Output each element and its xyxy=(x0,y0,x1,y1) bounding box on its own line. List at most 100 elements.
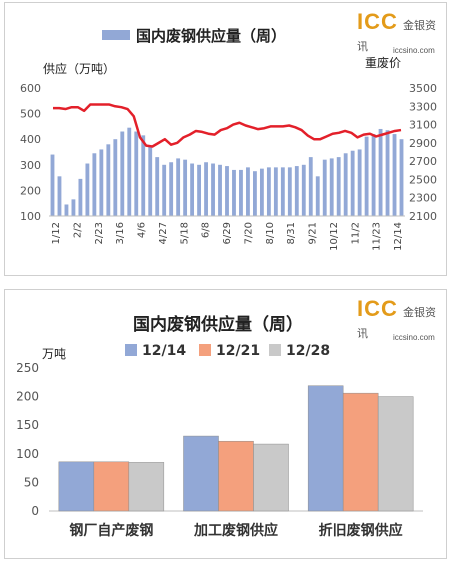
supply-price-chart-panel: ICC 金银资讯 iccsino.com 国内废钢供应量（周） 供应（万吨） 重废价… xyxy=(4,2,447,276)
supply-bar xyxy=(113,139,118,216)
y-tick-label: 50 xyxy=(24,475,39,489)
supply-bar xyxy=(385,130,390,216)
supply-bar xyxy=(204,162,208,216)
supply-bar xyxy=(259,168,264,216)
x-tick-label: 11/2 xyxy=(350,222,361,244)
supply-bar xyxy=(315,176,320,216)
supply-price-chart: 国内废钢供应量（周） 供应（万吨） 重废价 100 200 300 400 500 600 210… xyxy=(20,27,437,251)
supply-bar xyxy=(364,136,369,216)
supply-bar xyxy=(78,178,83,216)
legend-label: 12/28 xyxy=(286,343,330,359)
x-tick-label: 2/23 xyxy=(94,222,105,244)
logo-brand-2: ICC xyxy=(357,296,398,321)
chart-title: 国内废钢供应量（周） xyxy=(133,314,303,335)
category-bar xyxy=(93,461,130,512)
legend-swatch xyxy=(125,344,137,356)
supply-bar xyxy=(280,167,285,216)
logo-cn-2: 金银资讯 xyxy=(357,306,436,340)
supply-bar xyxy=(197,164,201,216)
supply-bar xyxy=(350,150,355,216)
supply-bar xyxy=(211,163,215,216)
supply-bar xyxy=(127,127,132,216)
category-bar xyxy=(377,396,414,512)
supply-bar xyxy=(294,166,299,216)
legend-label: 12/14 xyxy=(142,343,186,359)
legend-swatch xyxy=(102,30,130,40)
category-bar xyxy=(307,385,344,512)
left-tick-label: 400 xyxy=(20,133,41,146)
left-axis-title: 供应（万吨） xyxy=(43,61,115,76)
legend-swatch xyxy=(199,344,211,356)
supply-breakdown-chart-panel: ICC 金银资讯 iccsino.com 国内废钢供应量（周） 12/14 12/2… xyxy=(4,289,447,559)
y-tick-label: 100 xyxy=(16,447,39,461)
y-tick-label: 150 xyxy=(16,418,39,432)
y-tick-label: 0 xyxy=(31,504,39,518)
category-label: 折旧废钢供应 xyxy=(319,522,403,539)
legend-swatch xyxy=(269,344,281,356)
supply-bar xyxy=(183,159,188,216)
x-tick-label: 5/18 xyxy=(179,222,190,244)
supply-bar xyxy=(239,169,243,216)
x-tick-label: 6/29 xyxy=(222,222,233,244)
supply-bar xyxy=(141,135,146,216)
supply-bar xyxy=(329,158,334,216)
icc-logo: ICC 金银资讯 iccsino.com xyxy=(357,9,446,55)
left-tick-label: 600 xyxy=(20,82,41,95)
supply-bar xyxy=(301,164,306,216)
supply-bar xyxy=(392,134,397,216)
logo-url: iccsino.com xyxy=(393,46,435,55)
supply-bar xyxy=(148,145,153,216)
x-tick-label: 10/12 xyxy=(329,222,340,251)
supply-bar xyxy=(246,167,250,216)
supply-bar xyxy=(287,167,292,216)
supply-bar xyxy=(71,199,76,216)
right-tick-label: 3300 xyxy=(409,100,437,113)
supply-bar xyxy=(64,204,69,216)
right-tick-label: 2700 xyxy=(409,155,437,168)
x-tick-label: 7/20 xyxy=(243,222,254,244)
supply-bar xyxy=(85,163,90,216)
supply-bar xyxy=(218,164,222,216)
category-bar xyxy=(183,435,219,512)
right-tick-label: 2500 xyxy=(409,173,437,186)
right-tick-label: 2300 xyxy=(409,192,437,205)
left-tick-label: 100 xyxy=(20,210,41,223)
category-label: 加工废钢供应 xyxy=(193,522,278,539)
supply-bar xyxy=(57,176,62,216)
supply-bar xyxy=(343,153,348,216)
supply-bar xyxy=(120,131,125,216)
x-tick-label: 6/8 xyxy=(201,222,212,238)
x-tick-label: 12/14 xyxy=(393,222,404,251)
right-tick-label: 2100 xyxy=(409,210,437,223)
right-tick-label: 3500 xyxy=(409,82,437,95)
supply-bar xyxy=(50,154,55,216)
supply-bar xyxy=(92,153,97,216)
supply-bar xyxy=(308,157,313,216)
category-bar xyxy=(218,440,254,512)
supply-bar xyxy=(176,158,181,216)
left-tick-label: 200 xyxy=(20,184,41,197)
category-bar xyxy=(342,392,379,512)
category-bar xyxy=(253,443,289,512)
logo-url-2: iccsino.com xyxy=(393,333,435,342)
x-tick-label: 11/23 xyxy=(372,222,383,251)
right-tick-label: 2900 xyxy=(409,137,437,150)
left-tick-label: 500 xyxy=(20,108,41,121)
x-tick-label: 8/31 xyxy=(286,222,297,244)
legend-label: 12/21 xyxy=(216,343,260,359)
supply-bar xyxy=(357,149,362,216)
x-tick-label: 4/27 xyxy=(158,222,169,244)
x-tick-label: 8/10 xyxy=(265,222,276,244)
supply-bar xyxy=(232,169,236,216)
supply-bar xyxy=(190,163,195,216)
y-tick-label: 250 xyxy=(16,361,39,375)
y-tick-label: 200 xyxy=(16,390,39,404)
supply-bar xyxy=(106,144,111,216)
supply-bar xyxy=(155,157,160,216)
x-tick-label: 3/16 xyxy=(115,222,126,244)
logo-cn: 金银资讯 xyxy=(357,19,436,53)
supply-bar xyxy=(378,128,383,216)
supply-bar xyxy=(169,162,174,216)
x-tick-label: 4/6 xyxy=(137,222,148,238)
y-axis-title: 万吨 xyxy=(42,347,66,361)
